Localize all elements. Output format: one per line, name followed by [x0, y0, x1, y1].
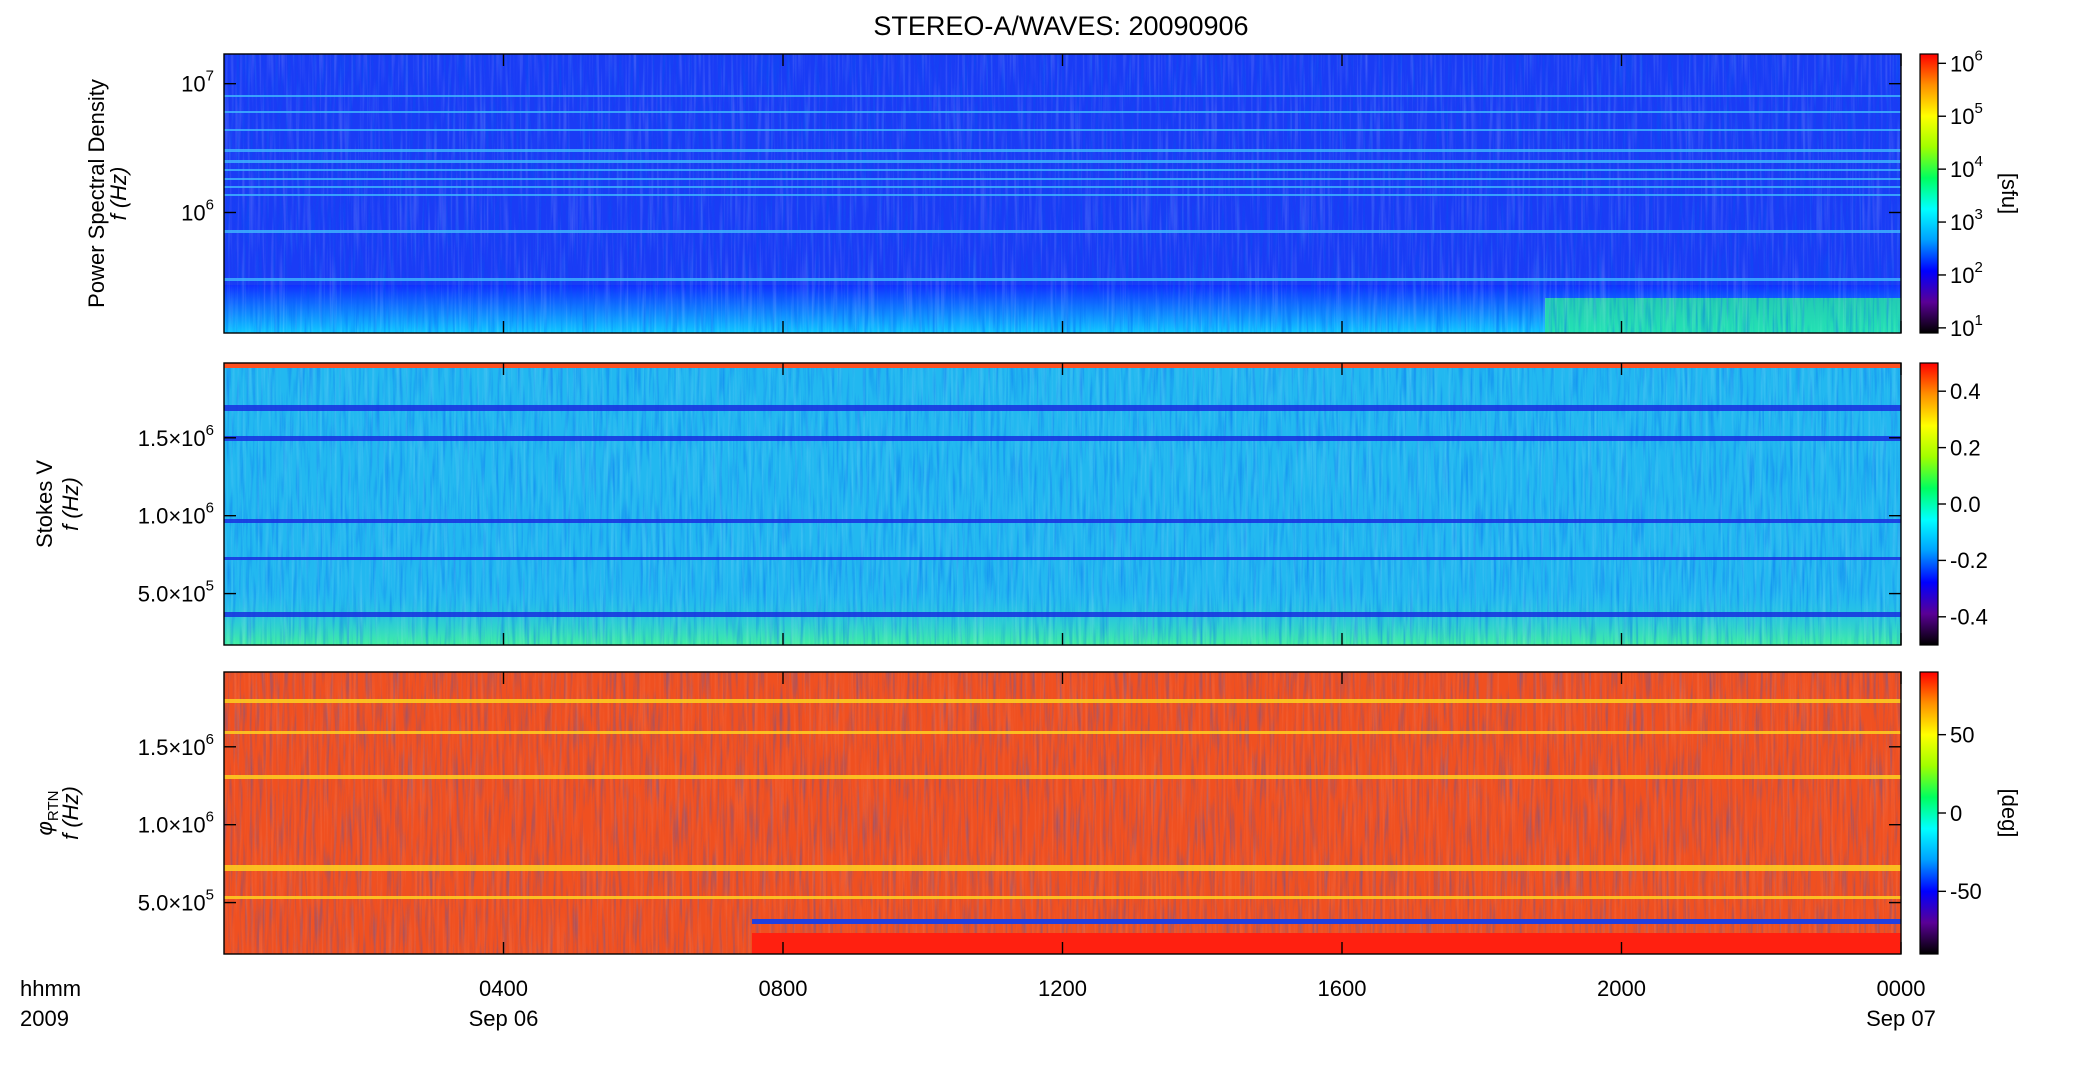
y-tick-label-exponent: 6 — [206, 422, 214, 439]
y-tick-label: 106 — [181, 196, 214, 225]
colorbar-tick-label: 101 — [1950, 312, 1983, 341]
colorbar-tick-label: 0.4 — [1950, 379, 1981, 404]
y-tick-label-exponent: 5 — [206, 887, 214, 904]
x-axis-label: hhmm — [20, 976, 81, 1001]
spectrogram — [224, 672, 1901, 954]
colorbar-tick-label: 50 — [1950, 722, 1974, 747]
colorbar-tick-label-exponent: 2 — [1974, 259, 1982, 276]
colorbar-tick-label: 104 — [1950, 153, 1983, 182]
colorbar-tick-label: -0.2 — [1950, 548, 1988, 573]
x-tick-label: 0000 — [1877, 976, 1926, 1001]
y-tick-label-base: 1.0×10 — [138, 812, 206, 837]
colorbar-tick-label-exponent: 6 — [1974, 47, 1982, 64]
colorbar-tick-label: 0 — [1950, 801, 1962, 826]
colorbar-tick-label-base: 10 — [1950, 51, 1974, 76]
colorbar-tick-label: 0.2 — [1950, 435, 1981, 460]
x-axis-label: 2009 — [20, 1006, 69, 1031]
x-tick-sublabel: Sep 07 — [1866, 1006, 1936, 1031]
colorbar-tick-label-exponent: 3 — [1974, 206, 1982, 223]
y-tick-label-base: 5.0×10 — [138, 581, 206, 606]
y-axis-label: Stokes V — [32, 460, 57, 548]
y-tick-label: 1.5×106 — [138, 422, 214, 451]
y-tick-label-exponent: 6 — [206, 731, 214, 748]
x-tick-label: 1600 — [1318, 976, 1367, 1001]
colorbar-tick-label-base: 10 — [1950, 104, 1974, 129]
colorbar-tick-label-base: 10 — [1950, 210, 1974, 235]
y-tick-label: 5.0×105 — [138, 887, 214, 916]
x-tick-label: 0400 — [479, 976, 528, 1001]
colorbar-tick-label: -50 — [1950, 879, 1982, 904]
colorbar-tick-label-base: 0.0 — [1950, 492, 1981, 517]
x-tick-label: 0800 — [759, 976, 808, 1001]
y-axis-label: φRTN — [32, 791, 62, 836]
y-tick-label-base: 10 — [181, 200, 205, 225]
colorbar-tick-label: 106 — [1950, 47, 1983, 76]
y-tick-label-base: 5.0×10 — [138, 890, 206, 915]
y-tick-label-base: 1.5×10 — [138, 735, 206, 760]
y-axis-label: f (Hz) — [58, 477, 83, 531]
y-axis-label: f (Hz) — [58, 786, 83, 840]
x-tick-sublabel: Sep 06 — [469, 1006, 539, 1031]
y-tick-label: 107 — [181, 68, 214, 97]
y-axis-label-text: f (Hz) — [58, 477, 83, 531]
y-axis-label: Power Spectral Density — [84, 79, 109, 308]
y-tick-label: 1.0×106 — [138, 809, 214, 838]
x-tick-label: 1200 — [1038, 976, 1087, 1001]
y-tick-label-exponent: 7 — [206, 68, 214, 85]
colorbar-tick-label-exponent: 1 — [1974, 312, 1982, 329]
y-axis-label-text: Power Spectral Density — [84, 79, 109, 308]
y-tick-label-exponent: 6 — [206, 196, 214, 213]
colorbar-tick-label-base: 10 — [1950, 263, 1974, 288]
colorbar-tick-label: -0.4 — [1950, 605, 1988, 630]
colorbar-tick-label-exponent: 5 — [1974, 100, 1982, 117]
y-tick-label-exponent: 6 — [206, 809, 214, 826]
colorbar-tick-label: 102 — [1950, 259, 1983, 288]
colorbar-tick-label: 0.0 — [1950, 492, 1981, 517]
y-tick-label: 1.5×106 — [138, 731, 214, 760]
y-tick-label-exponent: 6 — [206, 500, 214, 517]
spectrogram — [224, 363, 1901, 645]
colorbar-tick-label-exponent: 4 — [1974, 153, 1982, 170]
colorbar-label: [sfu] — [1997, 173, 2022, 215]
colorbar-tick-label: 105 — [1950, 100, 1983, 129]
x-tick-label: 2000 — [1597, 976, 1646, 1001]
colorbar-label: [deg] — [1997, 789, 2022, 838]
y-tick-label-base: 10 — [181, 71, 205, 96]
y-tick-label-exponent: 5 — [206, 578, 214, 595]
y-axis-label-text: f (Hz) — [58, 786, 83, 840]
colorbar — [1919, 53, 1939, 334]
spectrogram — [224, 54, 1901, 333]
y-tick-label-base: 1.0×10 — [138, 503, 206, 528]
colorbar-tick-label-base: 10 — [1950, 157, 1974, 182]
colorbar-tick-label-base: 10 — [1950, 316, 1974, 341]
y-tick-label-base: 1.5×10 — [138, 426, 206, 451]
y-tick-label: 1.0×106 — [138, 500, 214, 529]
y-axis-label-text: φ — [32, 821, 57, 835]
colorbar-tick-label: 103 — [1950, 206, 1983, 235]
y-tick-label: 5.0×105 — [138, 578, 214, 607]
colorbar — [1919, 362, 1939, 646]
y-axis-label: f (Hz) — [106, 167, 131, 221]
y-axis-label-text: f (Hz) — [106, 167, 131, 221]
y-axis-label-text: Stokes V — [32, 460, 57, 548]
colorbar — [1919, 671, 1939, 955]
chart-title: STEREO-A/WAVES: 20090906 — [873, 11, 1248, 41]
y-axis-label-sub: RTN — [45, 791, 62, 822]
